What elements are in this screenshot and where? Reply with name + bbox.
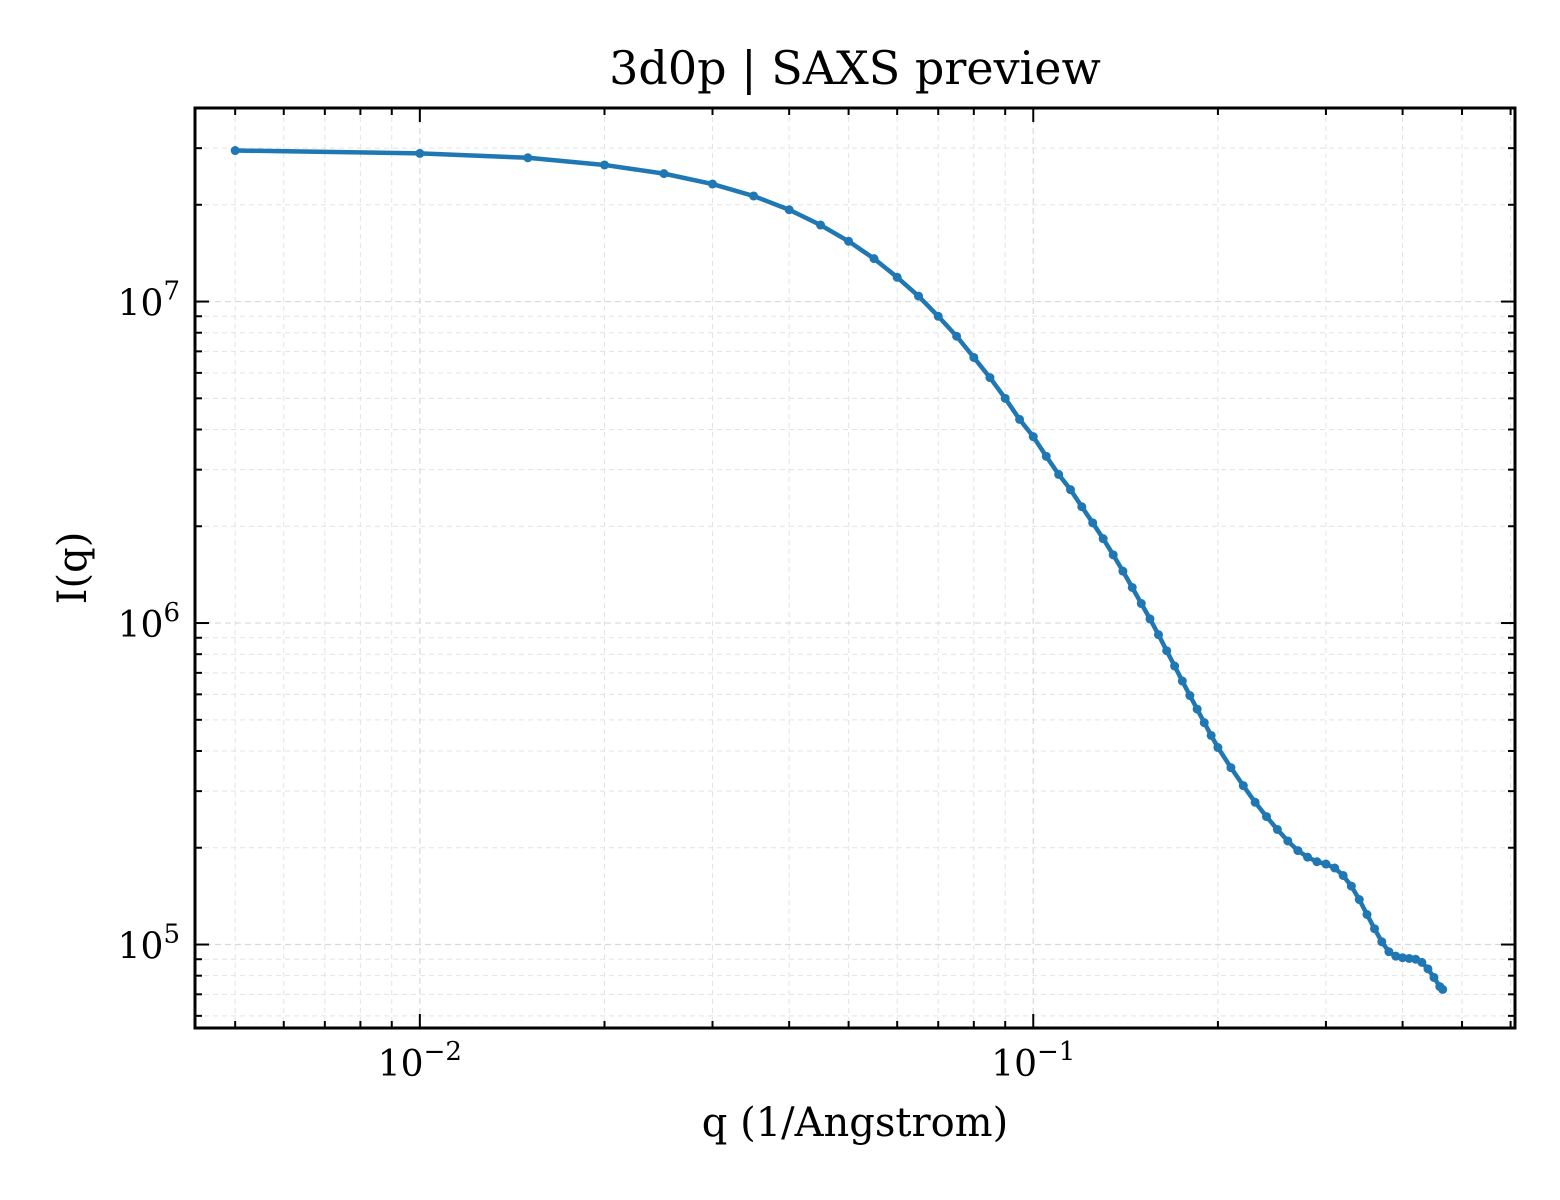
data-point (1088, 518, 1098, 528)
data-point (1206, 730, 1216, 740)
data-point (1384, 947, 1394, 957)
data-point (1153, 630, 1163, 640)
data-point (599, 160, 609, 170)
data-point (1272, 824, 1282, 834)
data-point (1136, 599, 1146, 609)
tick-labels: 10−2 10−1 105 106 107 (118, 277, 1076, 1085)
data-point (1177, 676, 1187, 686)
data-point (1185, 691, 1195, 701)
x-axis-label: q (1/Angstrom) (702, 1100, 1008, 1146)
plot-frame (193, 106, 1517, 1030)
data-point (1065, 485, 1075, 495)
data-point (1118, 566, 1128, 576)
data-point (1108, 550, 1118, 560)
data-point (1429, 972, 1439, 982)
data-point (892, 272, 902, 282)
data-point (659, 169, 669, 179)
data-point (1312, 857, 1322, 867)
x-tick-label: 10−1 (991, 1037, 1075, 1085)
data-point (1330, 863, 1340, 873)
data-point (1362, 909, 1372, 919)
data-point (1261, 812, 1271, 822)
data-point (1321, 859, 1331, 869)
y-tick-label: 107 (118, 277, 180, 325)
data-point (1199, 718, 1209, 728)
ticks (195, 107, 1515, 1028)
data-point (1283, 836, 1293, 846)
data-point (230, 146, 240, 156)
data-point (1054, 469, 1064, 479)
data-point (1438, 984, 1448, 994)
data-point (816, 220, 826, 230)
data-point (844, 236, 854, 246)
data-point (708, 179, 718, 189)
data-point (1346, 881, 1356, 891)
y-tick-label: 105 (118, 920, 180, 968)
data-point (969, 352, 979, 362)
data-point (1170, 661, 1180, 671)
data-point (1145, 614, 1155, 624)
data-point (749, 191, 759, 201)
data-point (1028, 432, 1038, 442)
data-point (1127, 582, 1137, 592)
data-point (784, 205, 794, 215)
data-point (1238, 781, 1248, 791)
data-point (1303, 852, 1313, 862)
data-point (1417, 957, 1427, 967)
data-point (1250, 797, 1260, 807)
data-point (1015, 414, 1025, 424)
data-point (1293, 846, 1303, 856)
data-point (1338, 870, 1348, 880)
y-axis-label: I(q) (50, 532, 96, 605)
data-point (1370, 924, 1380, 934)
data-point (415, 148, 425, 158)
data-point (985, 373, 995, 383)
data-point (1098, 534, 1108, 544)
series-line (232, 148, 1445, 992)
data-point (913, 291, 923, 301)
data-point (1423, 964, 1433, 974)
data-point (1391, 951, 1401, 961)
y-tick-label: 106 (118, 598, 180, 646)
data-point (1213, 743, 1223, 753)
data-point (523, 153, 533, 163)
data-point (1041, 451, 1051, 461)
data-point (952, 331, 962, 341)
data-point (1226, 763, 1236, 773)
series-layer (230, 146, 1448, 994)
data-point (1162, 646, 1172, 656)
data-point (1000, 393, 1010, 403)
data-point (1077, 502, 1087, 512)
data-point (869, 254, 879, 264)
data-point (1354, 895, 1364, 905)
data-point (933, 311, 943, 321)
data-point (1377, 937, 1387, 947)
data-point (1192, 704, 1202, 714)
data-point (1398, 953, 1408, 963)
x-tick-label: 10−2 (378, 1037, 462, 1085)
chart-title: 3d0p | SAXS preview (609, 41, 1101, 95)
